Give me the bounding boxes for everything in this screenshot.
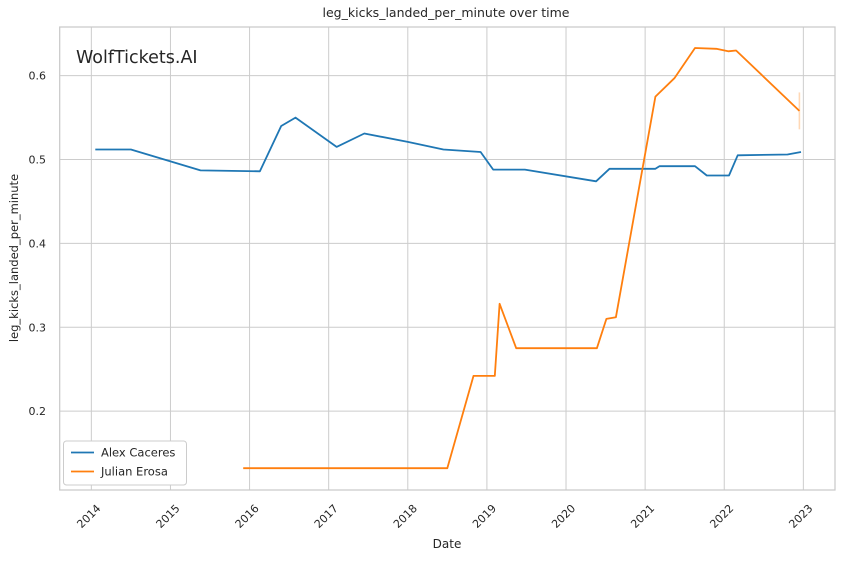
grid [59, 27, 835, 490]
x-tick-label: 2022 [707, 502, 736, 531]
plot-border [59, 26, 836, 491]
y-tick-label: 0.5 [29, 154, 47, 167]
x-axis-ticks: 2014 2015 2016 2017 2018 2019 2020 2021 2022 2023 [74, 502, 815, 531]
legend: Alex Caceres Julian Erosa [63, 440, 187, 486]
y-tick-label: 0.3 [29, 321, 47, 334]
y-axis-label: leg_kicks_landed_per_minute [7, 174, 21, 342]
legend-label-julian-erosa: Julian Erosa [100, 465, 168, 479]
series-line-julian-erosa [243, 47, 801, 470]
x-tick-label: 2023 [786, 502, 815, 531]
x-tick-label: 2016 [233, 502, 262, 531]
watermark: WolfTickets.AI [76, 48, 198, 68]
x-tick-label: 2021 [628, 502, 657, 531]
x-axis-label: Date [433, 537, 462, 551]
y-tick-label: 0.4 [29, 237, 47, 250]
y-tick-label: 0.2 [29, 405, 47, 418]
y-axis-ticks: 0.2 0.3 0.4 0.5 0.6 [29, 70, 47, 419]
data-series [95, 47, 802, 470]
x-tick-label: 2018 [391, 502, 420, 531]
legend-label-alex-caceres: Alex Caceres [101, 446, 175, 460]
legend-box [63, 440, 187, 486]
x-tick-label: 2014 [74, 502, 103, 531]
series-line-alex-caceres [95, 116, 802, 183]
x-tick-label: 2017 [312, 502, 341, 531]
x-tick-label: 2015 [154, 502, 183, 531]
y-tick-label: 0.6 [29, 70, 47, 83]
chart-title: leg_kicks_landed_per_minute over time [323, 5, 570, 20]
x-tick-label: 2020 [549, 502, 578, 531]
x-tick-label: 2019 [470, 502, 499, 531]
